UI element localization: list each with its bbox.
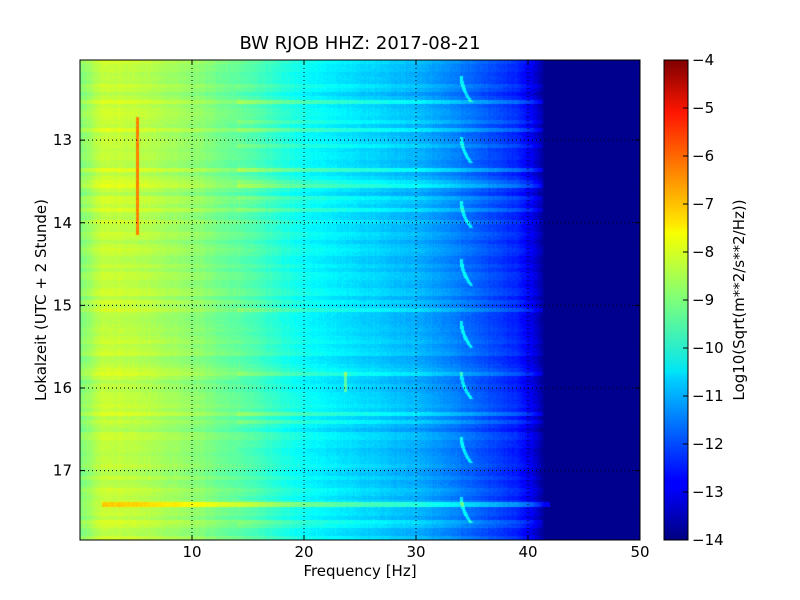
spectrogram-heatmap bbox=[80, 60, 640, 540]
colorbar-tick-label: −12 bbox=[692, 435, 724, 453]
y-tick-label: 14 bbox=[53, 214, 72, 232]
colorbar-tick-label: −11 bbox=[692, 387, 724, 405]
colorbar-label: Log10(Sqrt(m**2/s**2/Hz)) bbox=[730, 199, 748, 400]
y-axis: 13 14 15 16 17 bbox=[53, 131, 640, 480]
colorbar-tick-label: −8 bbox=[692, 243, 714, 261]
y-tick-label: 17 bbox=[53, 462, 72, 480]
colorbar: −4 −5 −6 −7 −8 −9 −10 −11 −12 −13 −14 Log10(Sqrt(m… bbox=[663, 51, 748, 549]
colorbar-tick-label: −14 bbox=[692, 531, 724, 549]
y-tick-label: 15 bbox=[53, 296, 72, 314]
grid-lines bbox=[80, 60, 640, 540]
chart-title: BW RJOB HHZ: 2017-08-21 bbox=[239, 33, 480, 54]
colorbar-tick-label: −6 bbox=[692, 147, 714, 165]
x-axis: 10 20 30 40 50 bbox=[182, 60, 650, 561]
colorbar-tick-label: −5 bbox=[692, 99, 714, 117]
colorbar-tick-label: −10 bbox=[692, 339, 724, 357]
x-tick-label: 20 bbox=[294, 543, 313, 561]
y-axis-label: Lokalzeit (UTC + 2 Stunde) bbox=[32, 199, 50, 401]
colorbar-tick-label: −7 bbox=[692, 195, 714, 213]
x-tick-label: 40 bbox=[518, 543, 537, 561]
y-tick-label: 13 bbox=[53, 131, 72, 149]
colorbar-ticks: −4 −5 −6 −7 −8 −9 −10 −11 −12 −13 −14 bbox=[683, 51, 724, 549]
y-tick-label: 16 bbox=[53, 379, 72, 397]
x-tick-label: 10 bbox=[182, 543, 201, 561]
colorbar-tick-label: −9 bbox=[692, 291, 714, 309]
x-tick-label: 50 bbox=[630, 543, 649, 561]
plot-frame bbox=[79, 59, 641, 541]
x-axis-label: Frequency [Hz] bbox=[303, 562, 416, 580]
x-tick-label: 30 bbox=[406, 543, 425, 561]
colorbar-tick-label: −4 bbox=[692, 51, 714, 69]
plot-area bbox=[80, 60, 640, 540]
colorbar-tick-label: −13 bbox=[692, 483, 724, 501]
